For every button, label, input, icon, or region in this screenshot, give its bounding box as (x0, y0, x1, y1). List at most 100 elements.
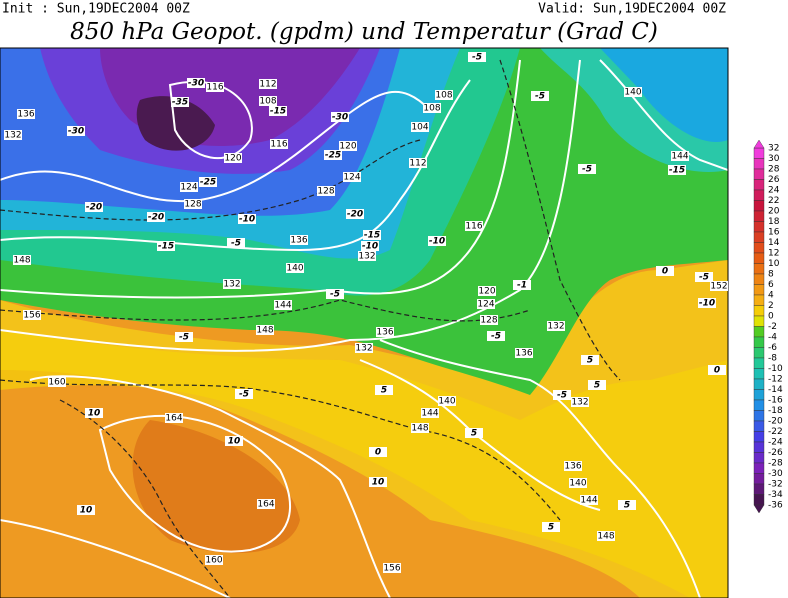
label-bg (569, 478, 587, 488)
geopotential-label: 140 (624, 88, 641, 98)
label-bg (67, 126, 85, 136)
geopotential-label: 140 (438, 397, 455, 407)
temperature-label: -35 (172, 98, 188, 108)
label-bg (480, 315, 498, 325)
colorbar-box (753, 252, 765, 264)
temperature-label: -5 (239, 390, 249, 400)
temperature-label: -5 (231, 239, 241, 249)
map-title: 850 hPa Geopot. (gpdm) und Temperatur (G… (70, 19, 658, 45)
colorbar-box (753, 431, 765, 443)
colorbar-box (753, 315, 765, 327)
temperature-label: -5 (472, 53, 482, 63)
temperature-label: -10 (429, 237, 445, 247)
geopotential-label: 136 (515, 349, 532, 359)
label-bg (147, 212, 165, 222)
label-bg (423, 103, 441, 113)
temperature-label: -5 (557, 391, 567, 401)
colorbar-label: -30 (768, 469, 783, 479)
colorbar-box (753, 462, 765, 474)
temperature-label: -10 (239, 215, 255, 225)
colorbar-label: 6 (768, 280, 774, 290)
geopotential-label: 112 (409, 159, 426, 169)
label-bg (553, 390, 571, 400)
geopotential-label: 120 (339, 142, 356, 152)
label-bg (581, 355, 599, 365)
label-bg (369, 477, 387, 487)
label-bg (85, 408, 103, 418)
colorbar-label: 24 (768, 186, 780, 196)
label-bg (668, 165, 686, 175)
label-bg (358, 251, 376, 261)
label-bg (171, 97, 189, 107)
temperature-label: -5 (535, 92, 545, 102)
geopotential-label: 156 (383, 564, 400, 574)
colorbar-box (753, 168, 765, 180)
colorbar-label: -2 (768, 322, 777, 332)
colorbar-label: -34 (768, 490, 783, 500)
label-bg (435, 90, 453, 100)
colorbar-box (753, 452, 765, 464)
colorbar-box (753, 210, 765, 222)
geopotential-label: 148 (597, 532, 614, 542)
temperature-label: -20 (86, 203, 102, 213)
label-bg (235, 389, 253, 399)
label-bg (383, 563, 401, 573)
valid-time: Valid: Sun,19DEC2004 00Z (538, 2, 726, 17)
temperature-label: 0 (375, 448, 381, 458)
label-bg (48, 377, 66, 387)
label-bg (346, 209, 364, 219)
label-bg (465, 428, 483, 438)
label-bg (375, 385, 393, 395)
colorbar-label: -4 (768, 333, 777, 343)
label-bg (695, 272, 713, 282)
label-bg (355, 343, 373, 353)
label-bg (513, 280, 531, 290)
label-bg (618, 500, 636, 510)
label-bg (698, 298, 716, 308)
label-bg (671, 151, 689, 161)
label-bg (515, 348, 533, 358)
label-bg (187, 78, 205, 88)
label-bg (259, 96, 277, 106)
colorbar-cap (753, 139, 765, 149)
colorbar-box (753, 200, 765, 212)
label-bg (624, 87, 642, 97)
label-bg (571, 397, 589, 407)
geopotential-label: 112 (259, 80, 276, 90)
label-bg (85, 202, 103, 212)
label-bg (343, 172, 361, 182)
geopotential-label: 132 (355, 344, 372, 354)
label-bg (77, 505, 95, 515)
colorbar-box (753, 494, 765, 506)
colorbar-label: 8 (768, 270, 774, 280)
colorbar-box (753, 147, 765, 159)
label-bg (13, 255, 31, 265)
temperature-label: -15 (669, 166, 685, 176)
geopotential-label: 136 (290, 236, 307, 246)
label-bg (363, 230, 381, 240)
geopotential-label: 132 (223, 280, 240, 290)
colorbar-box (753, 389, 765, 401)
temperature-label: 10 (228, 437, 241, 447)
label-bg (465, 221, 483, 231)
label-bg (180, 182, 198, 192)
colorbar-label: -22 (768, 427, 783, 437)
geopotential-label: 116 (465, 222, 482, 232)
geopotential-label: 136 (376, 328, 393, 338)
map-field (0, 47, 729, 598)
temperature-label: 10 (88, 409, 101, 419)
colorbar-label: -8 (768, 354, 777, 364)
geopotential-label: 128 (317, 187, 334, 197)
colorbar-box (753, 410, 765, 422)
colorbar-label: 0 (768, 312, 774, 322)
label-bg (376, 327, 394, 337)
temperature-label: -15 (270, 107, 286, 117)
label-bg (547, 321, 565, 331)
colorbar-label: -18 (768, 406, 783, 416)
label-bg (428, 236, 446, 246)
temperature-label: -25 (325, 151, 341, 161)
colorbar-label: 16 (768, 228, 780, 238)
colorbar-label: 32 (768, 144, 779, 154)
colorbar-box (753, 189, 765, 201)
temperature-label: 10 (372, 478, 385, 488)
